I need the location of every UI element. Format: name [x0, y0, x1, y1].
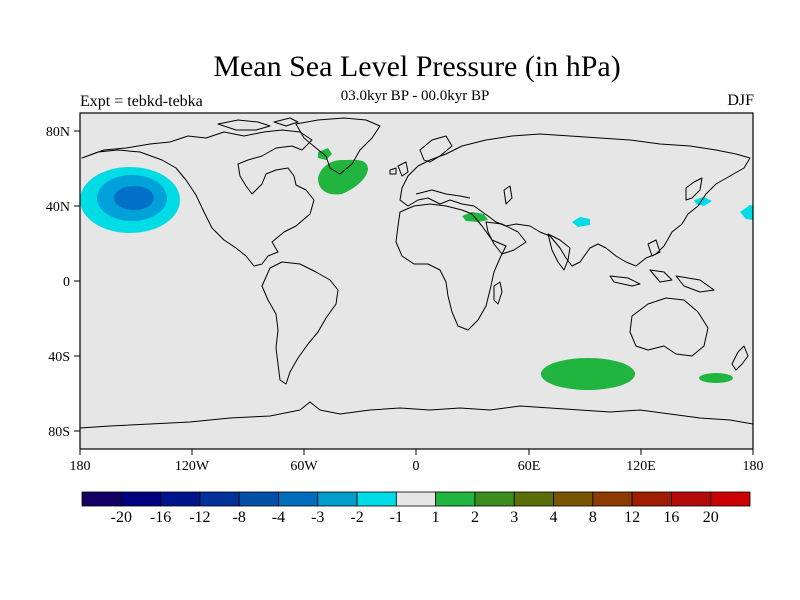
japan-cyan-contour	[694, 197, 712, 206]
colorbar-box	[278, 491, 319, 507]
greenland-green-contour	[318, 148, 332, 160]
north-america-coast	[81, 129, 315, 267]
map-background	[80, 113, 753, 449]
colorbar-box	[513, 491, 554, 507]
japan-coast	[685, 177, 703, 201]
colorbar-box	[317, 491, 358, 507]
colorbar-label: -1	[390, 509, 403, 526]
lat-tick-label: 80S	[48, 425, 70, 440]
colorbar-label: -16	[150, 509, 171, 526]
map-title: Mean Sea Level Pressure (in hPa)	[213, 50, 621, 83]
date-line-cyan-contour	[740, 205, 753, 220]
lon-tick-label: 120E	[626, 459, 656, 474]
colorbar-box	[160, 491, 201, 507]
colorbar-label: -3	[311, 509, 324, 526]
mediterranean-coast	[415, 189, 471, 199]
lon-tick-label: 120W	[175, 459, 210, 474]
lat-tick-label: 40S	[48, 350, 70, 365]
map-subtitle: 03.0kyr BP - 00.0kyr BP	[340, 88, 490, 104]
lat-tick-label: 40N	[46, 200, 70, 215]
colorbar-box	[199, 491, 240, 507]
lon-tick-labels: 180 120W 60W 0 60E 120E 180	[70, 459, 764, 474]
africa-coast	[395, 203, 507, 331]
axis-ticks	[74, 130, 754, 455]
colorbar-label: -2	[350, 509, 363, 526]
greenland-coast	[295, 117, 381, 175]
arabia-coast	[485, 221, 527, 255]
antarctica-coast	[79, 401, 754, 429]
colorbar-box	[553, 491, 594, 507]
lat-tick-label: 0	[63, 275, 70, 290]
india-coast	[547, 233, 571, 271]
madagascar-coast	[493, 281, 503, 305]
colorbar-label: 16	[663, 509, 679, 526]
caspian-coast	[503, 185, 513, 205]
eurasia-coast	[399, 133, 751, 267]
colorbar-box	[120, 491, 161, 507]
coastlines	[79, 117, 754, 429]
colorbar: -20 -16 -12 -8 -4 -3 -2 -1 1 2 3 4 8 12 16 20	[81, 491, 751, 526]
colorbar-box	[238, 491, 279, 507]
experiment-label: Expt = tebkd-tebka	[80, 93, 203, 110]
north-pacific-dark-blue-contour	[114, 186, 154, 210]
southeast-asia-islands-coast	[609, 239, 715, 293]
colorbar-label: 20	[703, 509, 719, 526]
colorbar-box	[592, 491, 633, 507]
colorbar-label: -20	[111, 509, 132, 526]
australia-coast	[629, 297, 709, 357]
season-label: DJF	[727, 92, 754, 109]
tibet-cyan-contour	[572, 217, 590, 227]
colorbar-label: 12	[624, 509, 640, 526]
colorbar-label: 4	[550, 509, 558, 526]
colorbar-label: -4	[272, 509, 285, 526]
lon-tick-label: 180	[743, 459, 764, 474]
south-america-coast	[261, 261, 339, 385]
colorbar-box	[356, 491, 397, 507]
colorbar-label: 1	[432, 509, 440, 526]
uk-coast	[389, 161, 409, 177]
lon-tick-label: 60W	[290, 459, 318, 474]
colorbar-box	[710, 491, 751, 507]
canadian-islands-coast	[217, 117, 299, 131]
colorbar-box	[474, 491, 515, 507]
southern-ocean-green-contour	[541, 358, 635, 390]
new-zealand-coast	[731, 345, 749, 371]
lon-tick-label: 0	[413, 459, 420, 474]
colorbar-box	[395, 491, 437, 507]
colorbar-box	[81, 491, 122, 507]
colorbar-label: -12	[189, 509, 210, 526]
lon-tick-label: 60E	[518, 459, 541, 474]
colorbar-box	[631, 491, 672, 507]
lon-tick-label: 180	[70, 459, 91, 474]
lat-tick-label: 80N	[46, 125, 70, 140]
colorbar-label: 2	[471, 509, 479, 526]
scandinavia-coast	[419, 135, 453, 163]
colorbar-box	[435, 491, 476, 507]
colorbar-label: -8	[233, 509, 246, 526]
lat-tick-labels: 80N 40N 0 40S 80S	[46, 125, 70, 440]
tasman-green-contour	[699, 373, 733, 383]
colorbar-box	[671, 491, 712, 507]
colorbar-label: 3	[510, 509, 518, 526]
colorbar-label: 8	[589, 509, 597, 526]
